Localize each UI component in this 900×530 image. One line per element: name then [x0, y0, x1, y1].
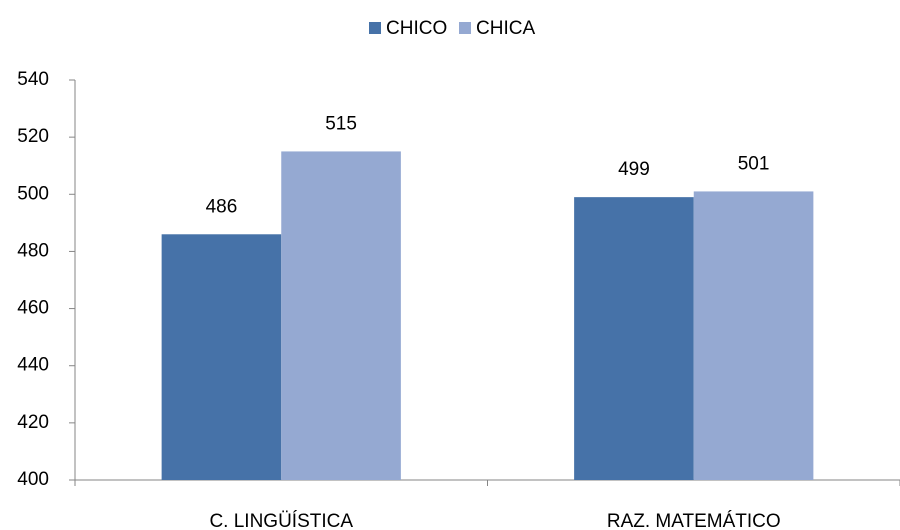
- value-label: 515: [325, 113, 357, 134]
- legend-label: CHICA: [476, 18, 535, 39]
- y-tick-label: 420: [17, 412, 49, 433]
- legend-label: CHICO: [386, 18, 447, 39]
- value-label: 501: [738, 153, 770, 174]
- y-tick-label: 480: [17, 240, 49, 261]
- value-label: 499: [618, 159, 650, 180]
- legend-swatch: [459, 22, 471, 34]
- bar: [161, 234, 282, 480]
- y-tick-label: 520: [17, 126, 49, 147]
- y-tick-label: 460: [17, 298, 49, 319]
- y-tick-label: 400: [17, 469, 49, 490]
- x-tick-label: C. LINGÜÍSTICA: [209, 511, 353, 530]
- value-label: 486: [206, 196, 238, 217]
- y-tick-label: 540: [17, 69, 49, 90]
- x-tick-label: RAZ. MATEMÁTICO: [607, 511, 781, 530]
- bar: [574, 197, 694, 480]
- y-tick-label: 500: [17, 183, 49, 204]
- bar: [281, 151, 401, 480]
- y-tick-label: 440: [17, 355, 49, 376]
- legend-swatch: [369, 22, 381, 34]
- bar: [693, 191, 814, 480]
